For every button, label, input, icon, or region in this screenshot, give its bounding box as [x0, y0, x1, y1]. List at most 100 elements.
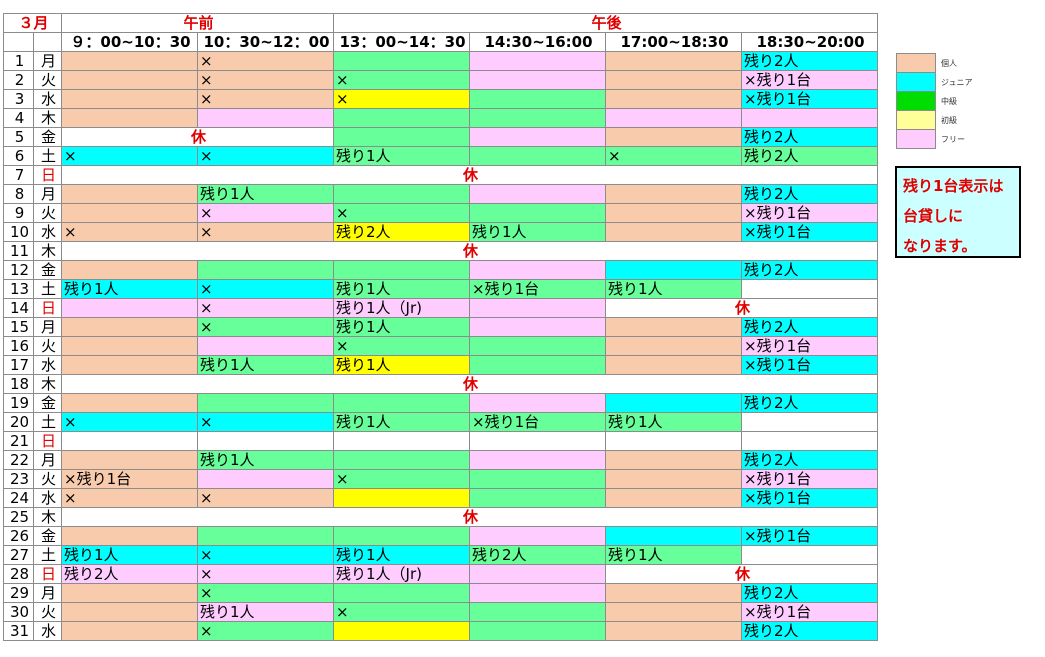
slot-cell: 残り2人 — [741, 317, 878, 337]
closed-cell: 休 — [605, 564, 878, 584]
slot-cell — [469, 469, 606, 489]
slot-cell — [741, 431, 878, 451]
day-row: 10 水 × × 残り2人 残り1人 ×残り1台 — [3, 222, 878, 242]
slot-cell — [469, 526, 606, 546]
day-of-week: 水 — [33, 621, 62, 641]
slot-cell: 残り1人（Jr) — [333, 564, 470, 584]
closed-cell: 休 — [61, 507, 878, 527]
day-row: 13 土残り1人 × 残り1人 ×残り1台 残り1人 — [3, 279, 878, 299]
day-row: 28 日残り2人 × 残り1人（Jr) 休 — [3, 564, 878, 584]
slot-cell: 残り1人 — [333, 545, 470, 565]
day-number: 25 — [3, 507, 34, 527]
slot-cell: ×残り1台 — [741, 222, 878, 242]
day-of-week: 月 — [33, 51, 62, 71]
slot-cell — [605, 488, 742, 508]
slot-cell — [61, 51, 198, 71]
slot-cell: ×残り1台 — [469, 412, 606, 432]
legend-item: フリー — [896, 129, 1002, 149]
slot-cell — [61, 450, 198, 470]
day-row: 30 火 残り1人 × ×残り1台 — [3, 602, 878, 622]
slot-cell — [61, 184, 198, 204]
day-row: 12 金 残り2人 — [3, 260, 878, 280]
day-row: 21 日 — [3, 431, 878, 451]
slot-cell — [605, 621, 742, 641]
slot-cell — [469, 298, 606, 318]
slot-cell — [469, 127, 606, 147]
legend-swatch — [896, 72, 936, 92]
slot-cell — [333, 431, 470, 451]
slot-cell: 残り1人 — [605, 545, 742, 565]
slot-cell — [333, 127, 470, 147]
slot-cell — [61, 298, 198, 318]
day-of-week: 金 — [33, 260, 62, 280]
slot-cell — [333, 260, 470, 280]
slot-cell — [605, 583, 742, 603]
slot-cell — [61, 431, 198, 451]
slot-cell: × — [197, 70, 334, 90]
slot-header-2: 10：30~12：00 — [197, 32, 334, 52]
day-row: 1 月 × 残り2人 — [3, 51, 878, 71]
slot-cell: 残り1人 — [197, 355, 334, 375]
slot-cell: 残り1人（Jr) — [333, 298, 470, 318]
slot-cell: 残り1人 — [605, 279, 742, 299]
legend-swatch — [896, 53, 936, 73]
day-row: 11 木休 — [3, 241, 878, 261]
day-of-week: 日 — [33, 564, 62, 584]
day-number: 13 — [3, 279, 34, 299]
slot-cell — [605, 317, 742, 337]
day-of-week: 火 — [33, 602, 62, 622]
blank-header-cell — [33, 32, 62, 52]
slot-cell: × — [197, 203, 334, 223]
slot-cell — [61, 336, 198, 356]
slot-cell: ×残り1台 — [741, 469, 878, 489]
slot-cell — [469, 583, 606, 603]
day-row: 2 火 × × ×残り1台 — [3, 70, 878, 90]
slot-header-row: ９：00~10：30 10：30~12：00 13：00~14：30 14:30… — [3, 32, 878, 52]
slot-cell: 残り2人 — [741, 260, 878, 280]
slot-cell — [61, 621, 198, 641]
closed-cell: 休 — [61, 127, 334, 147]
slot-cell: 残り2人 — [469, 545, 606, 565]
slot-cell: × — [197, 583, 334, 603]
legend-item: ジュニア — [896, 72, 1002, 92]
slot-cell: ×残り1台 — [61, 469, 198, 489]
slot-cell: 残り1人 — [333, 279, 470, 299]
day-row: 9 火 × × ×残り1台 — [3, 203, 878, 223]
closed-cell: 休 — [61, 241, 878, 261]
slot-cell: 残り2人 — [741, 184, 878, 204]
slot-cell — [197, 260, 334, 280]
legend-swatch — [896, 91, 936, 111]
closed-cell: 休 — [605, 298, 878, 318]
blank-header-cell — [3, 32, 34, 52]
slot-cell: 残り1人 — [605, 412, 742, 432]
slot-cell: ×残り1台 — [741, 203, 878, 223]
slot-cell — [605, 222, 742, 242]
day-of-week: 水 — [33, 488, 62, 508]
day-number: 11 — [3, 241, 34, 261]
slot-cell: × — [197, 621, 334, 641]
slot-cell: 残り1人 — [197, 602, 334, 622]
day-number: 16 — [3, 336, 34, 356]
slot-cell — [469, 317, 606, 337]
slot-cell — [605, 51, 742, 71]
slot-cell: × — [333, 89, 470, 109]
slot-cell — [61, 260, 198, 280]
day-of-week: 日 — [33, 165, 62, 185]
day-row: 24 水 × × ×残り1台 — [3, 488, 878, 508]
slot-cell — [605, 127, 742, 147]
slot-cell: × — [333, 602, 470, 622]
day-row: 19 金 残り2人 — [3, 393, 878, 413]
day-number: 8 — [3, 184, 34, 204]
legend-label: ジュニア — [941, 77, 973, 87]
slot-cell: × — [197, 146, 334, 166]
slot-cell — [61, 70, 198, 90]
day-number: 29 — [3, 583, 34, 603]
legend-swatch — [896, 110, 936, 130]
morning-label: 午前 — [61, 13, 334, 33]
slot-cell: 残り1人 — [61, 279, 198, 299]
slot-cell — [61, 108, 198, 128]
day-number: 17 — [3, 355, 34, 375]
slot-cell — [333, 583, 470, 603]
legend-label: 中級 — [941, 96, 957, 106]
slot-cell: × — [197, 564, 334, 584]
